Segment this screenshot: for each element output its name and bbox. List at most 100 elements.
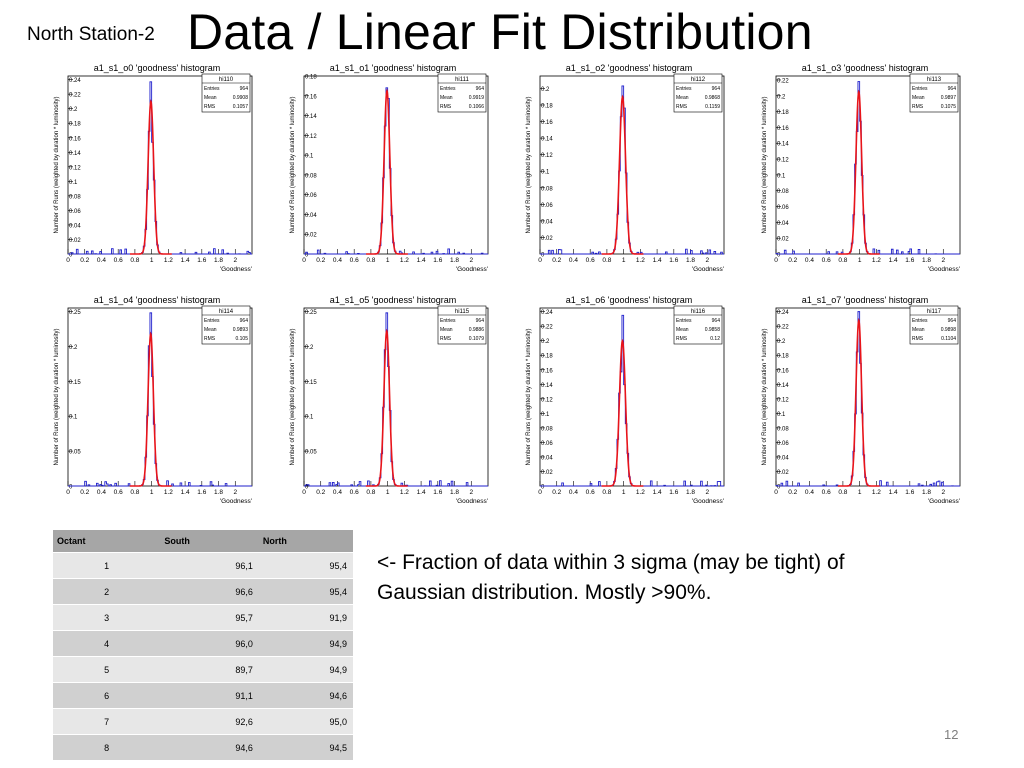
- y-tick-label: 0: [541, 253, 545, 259]
- table-row: 1 96,1 95,4: [53, 552, 353, 579]
- x-tick-label: 0: [302, 257, 306, 264]
- south-cell: 94,6: [160, 734, 259, 760]
- y-tick-label: 0.08: [777, 189, 789, 195]
- stats-label: RMS: [440, 104, 452, 110]
- y-tick-label: 0.25: [305, 310, 317, 316]
- north-cell: 94,9: [258, 656, 353, 683]
- stats-box: [437, 305, 487, 345]
- x-tick-label: 1.2: [636, 257, 645, 264]
- x-axis-label: 'Goodness': [220, 266, 252, 273]
- y-tick-label: 0.2: [541, 87, 550, 93]
- plot-title: a1_s1_o2 'goodness' histogram: [566, 63, 693, 73]
- x-tick-label: 1.8: [214, 489, 223, 496]
- y-axis-label: Number of Runs (weighted by duration * l…: [762, 328, 768, 465]
- north-cell: 95,4: [258, 552, 353, 579]
- stats-label: Mean: [204, 327, 217, 333]
- y-tick-label: 0.02: [777, 237, 789, 243]
- stats-value: 964: [948, 318, 957, 324]
- y-tick-label: 0.12: [541, 153, 553, 159]
- table-header-row: Octant South North: [53, 530, 353, 553]
- y-tick-label: 0.04: [541, 219, 553, 225]
- stats-label: Entries: [204, 86, 220, 92]
- x-axis-label: 'Goodness': [456, 266, 488, 273]
- x-tick-label: 2: [705, 257, 709, 264]
- y-tick-label: 0.18: [541, 103, 553, 109]
- x-tick-label: 0: [302, 489, 306, 496]
- x-tick-label: 0: [538, 257, 542, 264]
- south-cell: 96,0: [160, 630, 259, 657]
- histogram-o4: a1_s1_o4 'goodness' histogram 0 0.05 0.1 0.1…: [54, 295, 253, 505]
- x-tick-label: 0.2: [788, 257, 797, 264]
- x-tick-label: 2: [233, 257, 237, 264]
- y-tick-label: 0.14: [541, 383, 553, 389]
- y-tick-label: 0.18: [69, 122, 81, 128]
- y-tick-label: 0.24: [777, 310, 789, 316]
- y-tick-label: 0.14: [777, 383, 789, 389]
- table-row: 3 95,7 91,9: [53, 604, 353, 631]
- x-tick-label: 1.4: [181, 257, 190, 264]
- y-tick-label: 0.16: [777, 126, 789, 132]
- y-tick-label: 0.05: [305, 450, 317, 456]
- x-tick-label: 1: [622, 257, 626, 264]
- stats-label: Entries: [440, 86, 456, 92]
- y-tick-label: 0.14: [541, 137, 553, 143]
- x-tick-label: 0.2: [552, 257, 561, 264]
- x-tick-label: 2: [941, 257, 945, 264]
- gaussian-fit-line: [837, 89, 880, 255]
- stats-value: 0.9886: [469, 327, 485, 333]
- x-tick-label: 0.4: [97, 257, 106, 264]
- fraction-table: Octant South North 1 96,1 95,4 2 96,6 95,4 3…: [53, 530, 353, 760]
- y-tick-label: 0.02: [305, 233, 317, 239]
- x-tick-label: 0.4: [569, 257, 578, 264]
- x-tick-label: 1: [858, 257, 862, 264]
- stats-value: 0.9868: [705, 95, 721, 101]
- y-tick-label: 0.16: [69, 136, 81, 142]
- x-tick-label: 1.8: [450, 257, 459, 264]
- x-tick-label: 2: [705, 489, 709, 496]
- stats-value: 0.9919: [469, 95, 485, 101]
- stats-box: [673, 73, 723, 113]
- x-tick-label: 0.8: [602, 257, 611, 264]
- y-tick-label: 0: [777, 485, 781, 491]
- stats-value: 0.9898: [941, 327, 957, 333]
- stats-value: 0.9897: [941, 95, 957, 101]
- y-tick-label: 0.1: [305, 154, 314, 160]
- x-tick-label: 0.2: [316, 489, 325, 496]
- stats-label: Entries: [676, 86, 692, 92]
- y-tick-label: 0.06: [69, 209, 81, 215]
- x-tick-label: 0: [538, 489, 542, 496]
- gaussian-fit-line: [366, 88, 408, 255]
- x-tick-label: 1.8: [686, 489, 695, 496]
- y-tick-label: 0.02: [777, 470, 789, 476]
- histogram-o6: a1_s1_o6 'goodness' histogram 0 0.02 0.04 0.…: [526, 295, 725, 505]
- x-tick-label: 1.4: [653, 489, 662, 496]
- gaussian-fit-line: [601, 338, 644, 487]
- x-tick-label: 2: [941, 489, 945, 496]
- x-tick-label: 0.4: [569, 489, 578, 496]
- x-tick-label: 1.2: [872, 257, 881, 264]
- x-tick-label: 1: [622, 489, 626, 496]
- x-tick-label: 1.6: [905, 257, 914, 264]
- y-axis-label: Number of Runs (weighted by duration * l…: [54, 96, 60, 233]
- x-axis-label: 'Goodness': [692, 266, 724, 273]
- stats-label: RMS: [440, 336, 452, 342]
- y-tick-label: 0.06: [777, 441, 789, 447]
- x-tick-label: 2: [469, 257, 473, 264]
- y-tick-label: 0.14: [69, 151, 81, 157]
- x-tick-label: 1.2: [164, 257, 173, 264]
- south-cell: 96,6: [160, 578, 259, 605]
- north-cell: 94,5: [258, 734, 353, 760]
- stats-box: [201, 305, 251, 345]
- x-tick-label: 0.6: [586, 257, 595, 264]
- y-tick-label: 0.18: [777, 354, 789, 360]
- col-octant-header: Octant: [53, 530, 161, 553]
- stats-box: [909, 305, 959, 345]
- x-tick-label: 0.2: [80, 489, 89, 496]
- y-tick-label: 0.12: [541, 397, 553, 403]
- stats-name: hi114: [219, 309, 234, 315]
- x-tick-label: 1: [858, 489, 862, 496]
- stats-box: [673, 305, 723, 345]
- north-cell: 91,9: [258, 604, 353, 631]
- x-tick-label: 0: [774, 257, 778, 264]
- octant-cell: 2: [53, 578, 161, 605]
